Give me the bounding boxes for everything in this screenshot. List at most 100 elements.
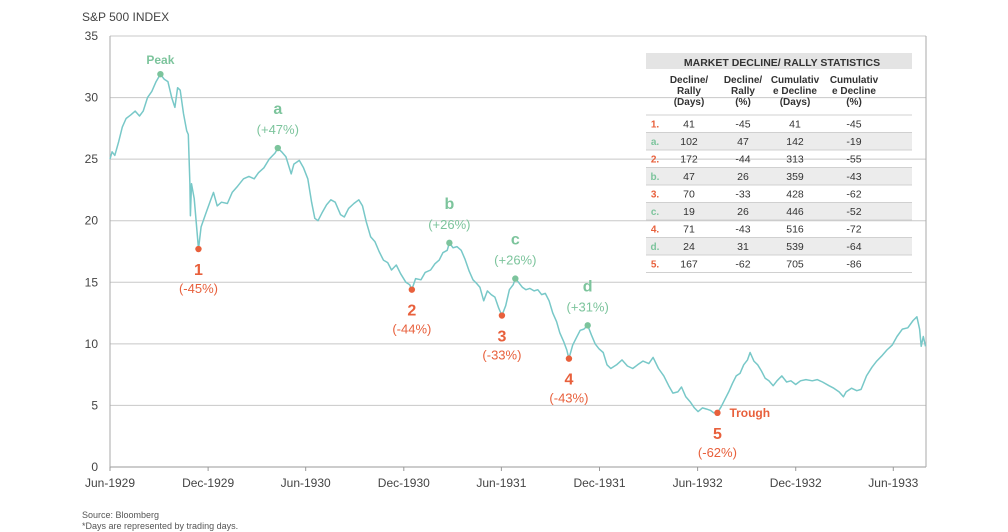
table-row-id: c. — [651, 207, 660, 218]
y-tick-label: 20 — [85, 214, 99, 228]
x-tick-label: Jun-1933 — [868, 476, 918, 490]
table-cell: -43 — [846, 171, 861, 183]
rally-percent: (+26%) — [428, 217, 470, 232]
table-cell: 516 — [786, 224, 804, 236]
rally-marker — [584, 322, 591, 329]
table-row-id: 3. — [651, 190, 660, 201]
table-row-band — [646, 202, 912, 220]
peak-label: Peak — [146, 53, 174, 67]
decline-percent: (-44%) — [392, 322, 431, 337]
table-header: (%) — [735, 97, 751, 108]
table-cell: -64 — [846, 241, 861, 253]
table-cell: 142 — [786, 136, 804, 148]
x-tick-label: Dec-1932 — [770, 476, 822, 490]
index-series-line — [109, 73, 927, 414]
table-row-id: b. — [651, 172, 660, 183]
x-tick-label: Dec-1931 — [573, 476, 625, 490]
table-cell: 172 — [680, 154, 698, 166]
table-row-id: 4. — [651, 225, 660, 236]
table-cell: 70 — [683, 189, 695, 201]
table-row-id: d. — [651, 242, 660, 253]
table-cell: 539 — [786, 241, 804, 253]
table-header: Rally — [731, 86, 755, 97]
table-cell: -19 — [846, 136, 861, 148]
y-tick-label: 25 — [85, 152, 99, 166]
table-row-id: 2. — [651, 155, 660, 166]
table-header: (Days) — [780, 97, 811, 108]
decline-marker — [714, 409, 721, 417]
decline-label: 1 — [194, 262, 203, 279]
table-cell: 47 — [683, 171, 695, 183]
y-tick-label: 15 — [85, 275, 99, 289]
table-cell: 428 — [786, 189, 804, 201]
x-tick-label: Dec-1930 — [378, 476, 430, 490]
decline-label: 4 — [564, 372, 573, 389]
table-cell: 19 — [683, 206, 695, 218]
statistics-table: MARKET DECLINE/ RALLY STATISTICS Decline/… — [646, 53, 912, 273]
chart-title: S&P 500 INDEX — [82, 10, 169, 24]
peak-marker — [157, 70, 164, 78]
rally-marker — [274, 144, 282, 152]
decline-percent: (-33%) — [482, 348, 521, 363]
trough-label: Trough — [729, 406, 770, 420]
table-header: Cumulativ — [771, 75, 820, 86]
y-tick-label: 35 — [85, 29, 99, 43]
rally-percent: (+26%) — [494, 253, 536, 268]
y-tick-label: 10 — [85, 337, 99, 351]
table-cell: -45 — [735, 119, 750, 131]
rally-label: c — [511, 232, 520, 249]
table-row-id: 1. — [651, 120, 660, 131]
source-note: Source: Bloomberg — [82, 510, 160, 520]
x-tick-label: Jun-1931 — [476, 476, 526, 490]
table-title: MARKET DECLINE/ RALLY STATISTICS — [684, 57, 880, 69]
decline-label: 2 — [407, 303, 416, 320]
table-cell: 31 — [737, 241, 749, 253]
table-cell: 41 — [789, 119, 801, 131]
x-tick-label: Jun-1929 — [85, 476, 135, 490]
rally-percent: (+47%) — [257, 122, 299, 137]
gridlines — [109, 35, 927, 468]
table-header: (%) — [846, 97, 862, 108]
table-cell: 359 — [786, 171, 804, 183]
table-row-band — [646, 237, 912, 255]
table-cell: 26 — [737, 206, 749, 218]
y-tick-label: 5 — [91, 398, 98, 412]
table-header: Decline/ — [724, 75, 763, 86]
table-cell: 167 — [680, 259, 698, 271]
y-tick-label: 0 — [91, 460, 98, 474]
table-title-bg — [646, 53, 912, 69]
decline-label: 3 — [497, 329, 506, 346]
decline-percent: (-45%) — [179, 281, 218, 296]
table-cell: -86 — [846, 259, 861, 271]
table-cell: 102 — [680, 136, 698, 148]
index-line-layer — [109, 73, 927, 414]
x-tick-label: Dec-1929 — [182, 476, 234, 490]
annotations: Peak 1 (-45%) a (+47%) 2 (-44%) b (+26%) 3 (-33%) c… — [146, 53, 770, 460]
table-row-id: 5. — [651, 260, 660, 271]
table-cell: -33 — [735, 189, 750, 201]
table-cell: -55 — [846, 154, 861, 166]
table-cell: 26 — [737, 171, 749, 183]
rally-label: a — [273, 101, 282, 118]
decline-marker — [565, 355, 573, 362]
rally-marker — [446, 239, 453, 247]
decline-percent: (-43%) — [549, 391, 588, 406]
table-header: e Decline — [773, 86, 817, 97]
rally-percent: (+31%) — [567, 299, 609, 314]
rally-marker — [512, 275, 519, 282]
table-cell: 705 — [786, 259, 804, 271]
table-cell: -45 — [846, 119, 861, 131]
table-header: Cumulativ — [830, 75, 879, 86]
decline-marker — [498, 312, 506, 319]
table-cell: 313 — [786, 154, 804, 166]
table-header: (Days) — [674, 97, 705, 108]
table-header: Decline/ — [670, 75, 709, 86]
rally-label: b — [444, 196, 454, 213]
table-cell: 47 — [737, 136, 749, 148]
table-cell: 71 — [683, 224, 695, 236]
table-header: Rally — [677, 86, 701, 97]
table-cell: 24 — [683, 241, 695, 253]
table-cell: -43 — [735, 224, 750, 236]
